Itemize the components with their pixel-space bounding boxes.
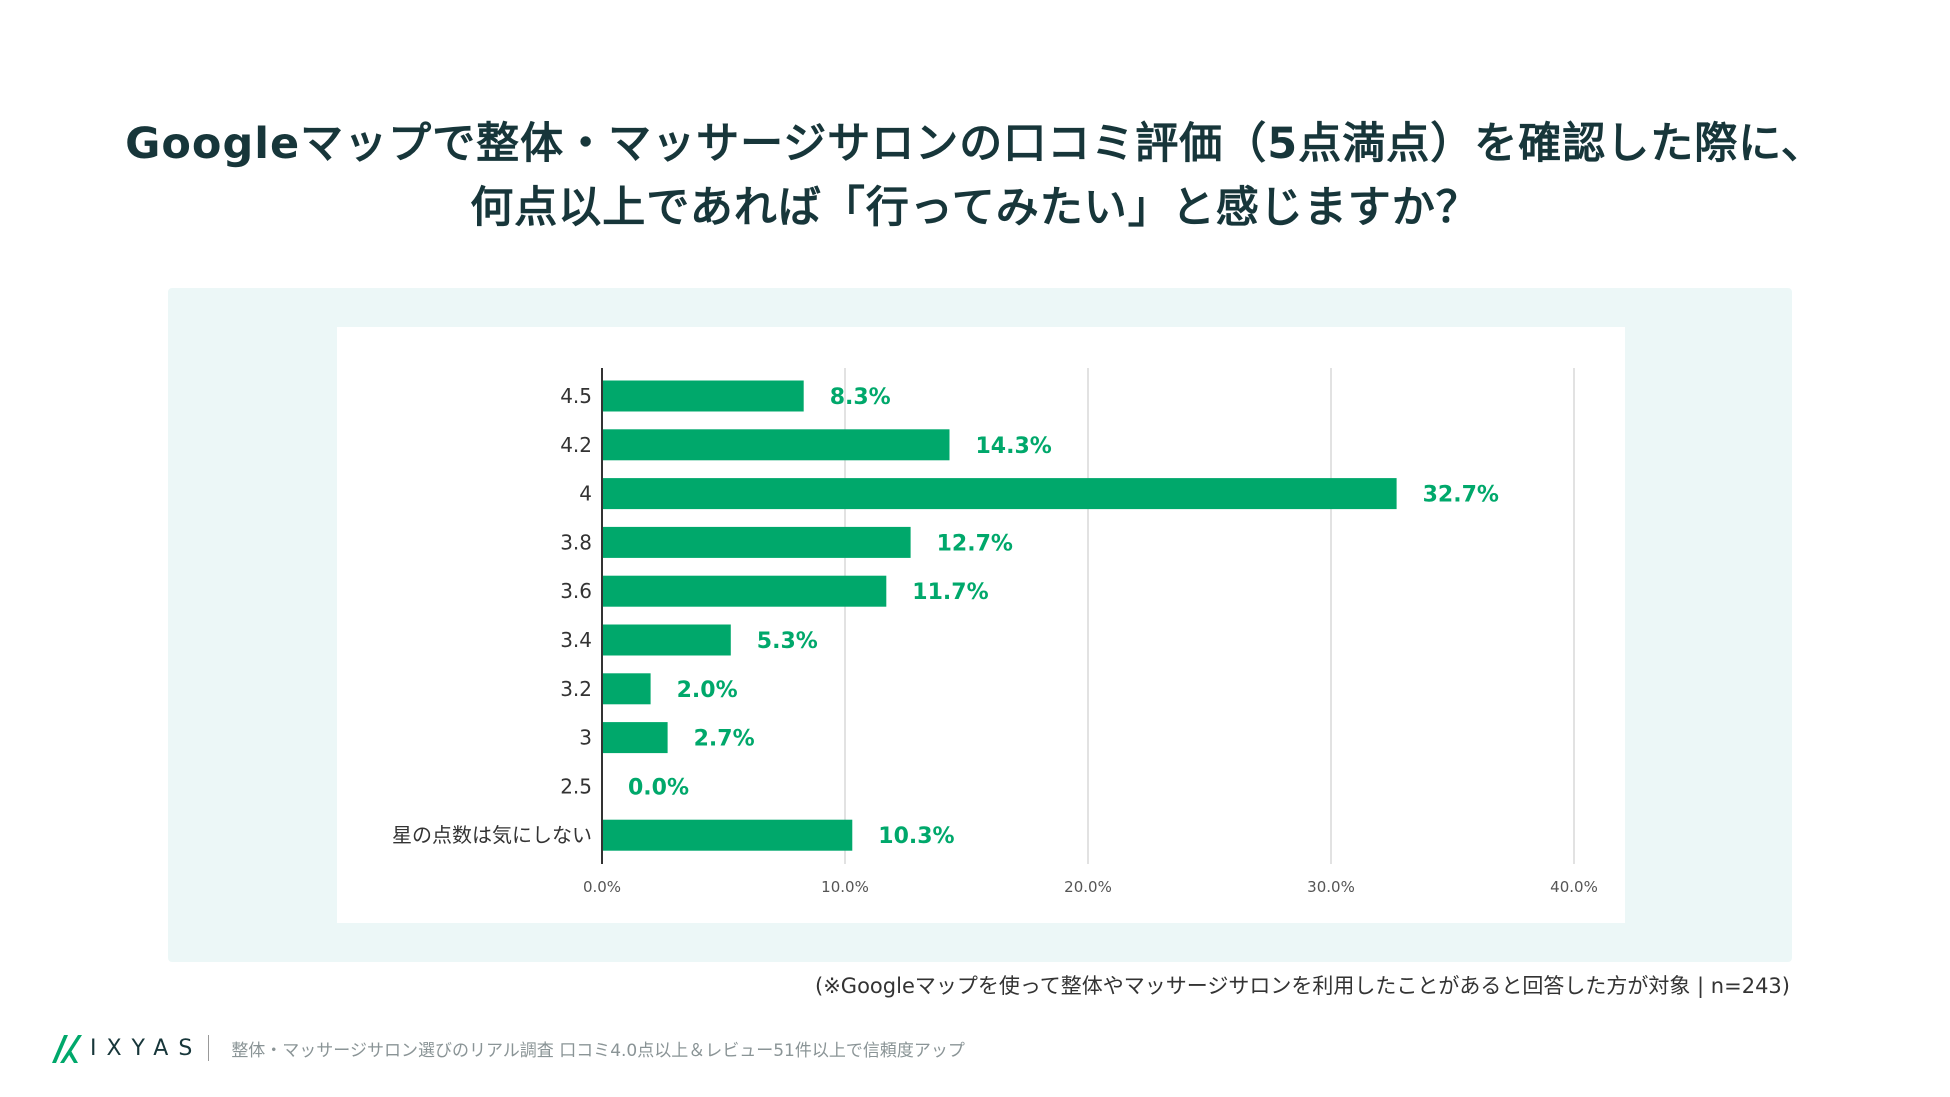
x-tick-label: 10.0% xyxy=(821,878,869,896)
survey-note: (※Googleマップを使って整体やマッサージサロンを利用したことがあると回答し… xyxy=(815,974,1790,998)
bar xyxy=(602,819,853,851)
value-label: 14.3% xyxy=(975,434,1051,459)
bar xyxy=(602,722,668,754)
ixyas-logo-icon xyxy=(52,1035,82,1063)
value-label: 0.0% xyxy=(628,775,689,800)
value-label: 32.7% xyxy=(1423,483,1499,508)
bar xyxy=(602,575,887,607)
footer-subtitle: 整体・マッサージサロン選びのリアル調査 口コミ4.0点以上＆レビュー51件以上で… xyxy=(231,1040,965,1061)
bar xyxy=(602,673,651,705)
category-label: 3.2 xyxy=(560,677,592,701)
category-label: 4.2 xyxy=(560,433,592,457)
value-label: 2.7% xyxy=(694,727,755,752)
bar xyxy=(602,526,911,558)
value-label: 11.7% xyxy=(912,580,988,605)
value-label: 12.7% xyxy=(937,531,1013,556)
x-tick-label: 0.0% xyxy=(583,878,621,896)
value-label: 8.3% xyxy=(830,385,891,410)
title-line-2: 何点以上であれば「行ってみたい」と感じますか？ xyxy=(470,183,1480,233)
labels: 0.0% 10.0% 20.0% 30.0% 40.0%4.5 8.3%4.2 14.3%4… xyxy=(392,368,1598,896)
category-label: 星の点数は気にしない xyxy=(392,823,592,847)
title-line-1: Googleマップで整体・マッサージサロンの口コミ評価（5点満点）を確認した際に… xyxy=(125,119,1825,169)
category-label: 2.5 xyxy=(560,774,592,798)
x-tick-label: 30.0% xyxy=(1307,878,1355,896)
category-label: 4 xyxy=(579,482,592,506)
bar xyxy=(602,478,1397,510)
value-label: 5.3% xyxy=(757,629,818,654)
category-label: 4.5 xyxy=(560,384,592,408)
category-label: 3 xyxy=(579,726,592,750)
category-label: 3.6 xyxy=(560,579,592,603)
page-title: Googleマップで整体・マッサージサロンの口コミ評価（5点満点）を確認した際に… xyxy=(0,112,1950,240)
bar xyxy=(602,380,804,412)
bars xyxy=(602,380,1397,851)
value-label: 2.0% xyxy=(677,678,738,703)
footer: IXYAS 整体・マッサージサロン選びのリアル調査 口コミ4.0点以上＆レビュー… xyxy=(48,1030,965,1066)
x-tick-label: 40.0% xyxy=(1550,878,1598,896)
category-label: 3.4 xyxy=(560,628,592,652)
chart-card xyxy=(337,327,1625,923)
bar xyxy=(602,429,950,461)
bar xyxy=(602,624,731,656)
value-label: 10.3% xyxy=(878,824,954,849)
grid-lines xyxy=(844,368,1575,864)
category-label: 3.8 xyxy=(560,530,592,554)
footer-divider xyxy=(208,1035,210,1061)
x-tick-label: 20.0% xyxy=(1064,878,1112,896)
brand-name: IXYAS xyxy=(90,1035,203,1061)
